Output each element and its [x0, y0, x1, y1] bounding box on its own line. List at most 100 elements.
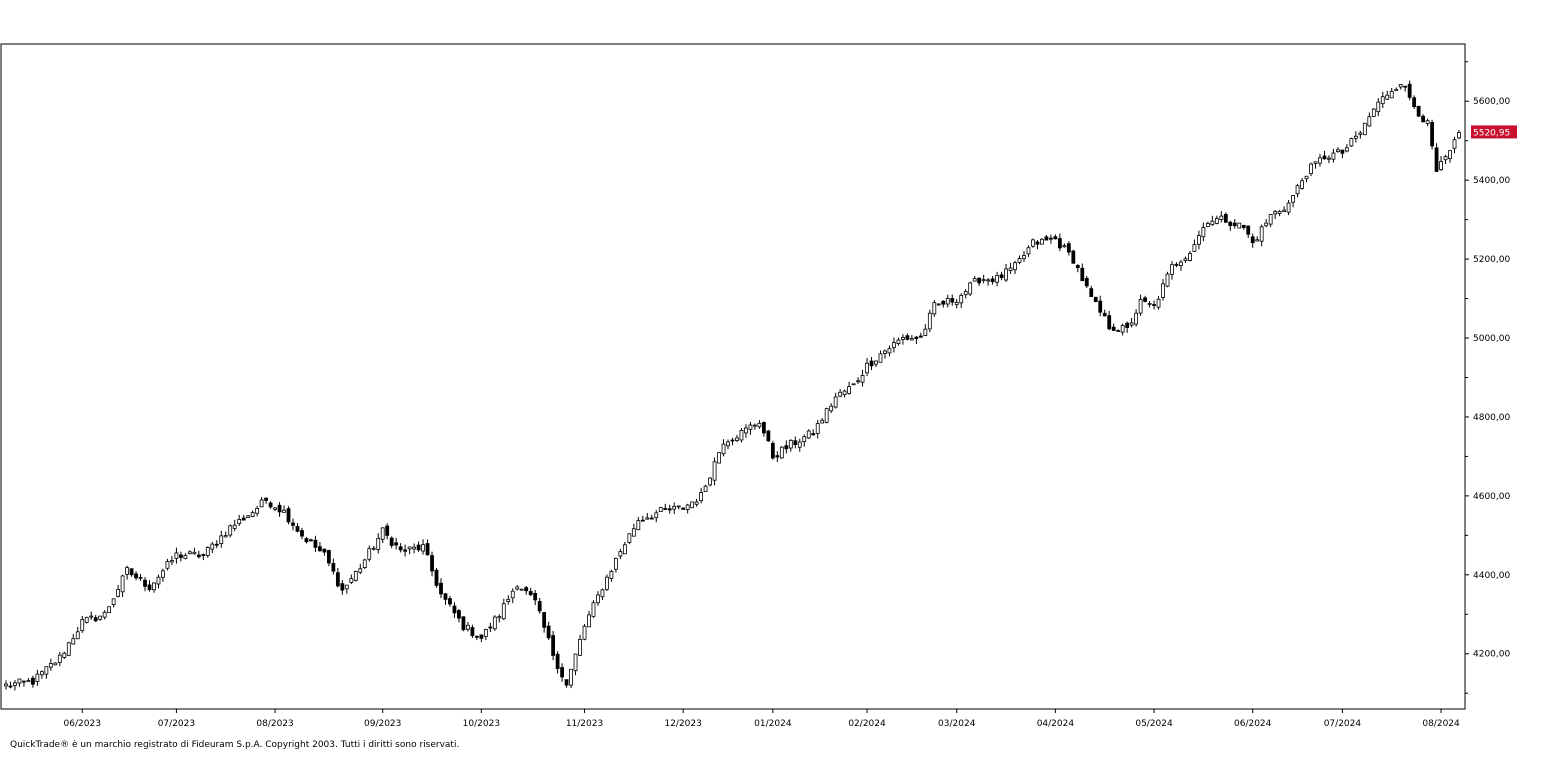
candle-up	[1273, 211, 1278, 215]
candle-up	[833, 396, 838, 408]
candle-down	[1125, 322, 1130, 328]
candle-down	[474, 635, 479, 638]
candle-up	[1300, 180, 1304, 189]
candle-down	[528, 591, 533, 596]
candle-up	[726, 441, 730, 447]
candle-down	[335, 572, 340, 587]
x-tick-label: 04/2024	[1037, 719, 1075, 729]
candle-down	[560, 667, 564, 678]
candle-down	[1416, 105, 1421, 117]
candle-down	[1053, 236, 1058, 240]
candle-up	[981, 279, 986, 281]
candle-up	[1380, 96, 1385, 105]
candle-up	[497, 616, 502, 619]
candle-down	[1057, 238, 1062, 249]
candle-up	[887, 348, 892, 354]
candle-up	[1277, 210, 1282, 214]
candle-up	[694, 501, 699, 505]
candle-down	[488, 626, 493, 629]
candle-up	[842, 390, 847, 396]
candle-up	[483, 628, 488, 637]
candle-down	[1430, 122, 1434, 147]
candle-up	[712, 461, 717, 481]
candle-up	[927, 312, 932, 330]
candle-down	[1080, 267, 1085, 282]
candle-up	[1183, 258, 1188, 261]
candle-down	[770, 443, 775, 459]
candle-up	[932, 302, 937, 315]
candle-up	[1358, 132, 1363, 135]
candle-up	[1336, 149, 1340, 153]
y-tick-label: 4600,00	[1473, 492, 1510, 502]
candle-down	[448, 598, 452, 605]
candle-up	[856, 380, 860, 383]
candle-up	[883, 350, 887, 354]
candle-up	[959, 295, 964, 304]
candle-up	[636, 520, 641, 531]
candle-down	[1403, 85, 1408, 88]
candle-down	[1152, 304, 1156, 306]
candle-down	[93, 617, 98, 622]
candle-up	[1394, 88, 1399, 92]
candle-up	[98, 615, 103, 620]
candle-up	[380, 527, 385, 540]
candle-up	[717, 452, 721, 464]
candle-up	[851, 383, 856, 386]
candle-up	[860, 374, 865, 383]
y-tick-label: 4200,00	[1473, 650, 1510, 660]
candles-group	[4, 80, 1461, 691]
candle-down	[1044, 236, 1049, 241]
candle-down	[681, 507, 686, 510]
candle-down	[147, 584, 152, 591]
candle-up	[421, 544, 425, 552]
candle-down	[1228, 221, 1233, 226]
candle-up	[183, 555, 188, 560]
candle-up	[1264, 222, 1269, 227]
candle-up	[622, 544, 627, 555]
candle-up	[255, 508, 260, 514]
candle-up	[739, 429, 744, 441]
candle-up	[116, 588, 121, 597]
candle-down	[1049, 237, 1053, 240]
candle-up	[596, 594, 600, 604]
candle-up	[17, 678, 22, 684]
candle-down	[533, 592, 538, 601]
candle-down	[551, 635, 556, 656]
candle-up	[223, 535, 228, 538]
candle-up	[170, 560, 174, 563]
candle-down	[434, 569, 439, 586]
candle-up	[84, 616, 89, 623]
candle-up	[878, 353, 883, 363]
candle-up	[349, 578, 354, 583]
candle-up	[407, 546, 412, 550]
candle-up	[605, 576, 609, 590]
candle-up	[1367, 116, 1372, 127]
candle-up	[1188, 253, 1192, 261]
candle-up	[676, 505, 681, 508]
candle-up	[631, 528, 636, 537]
candle-up	[192, 551, 197, 555]
candle-down	[784, 445, 789, 450]
candle-down	[640, 519, 645, 522]
candle-down	[178, 554, 183, 558]
candle-up	[1156, 298, 1161, 308]
x-tick-label: 12/2023	[664, 719, 701, 729]
candle-up	[1371, 108, 1376, 117]
x-tick-label: 01/2024	[754, 719, 792, 729]
candle-up	[968, 282, 973, 295]
candle-up	[1349, 138, 1354, 147]
candle-up	[735, 437, 739, 441]
candle-up	[1205, 223, 1210, 227]
candle-up	[71, 638, 76, 645]
candle-down	[950, 298, 955, 303]
candle-down	[201, 554, 206, 556]
candle-up	[66, 642, 71, 656]
candle-down	[775, 455, 780, 458]
candle-up	[672, 506, 677, 510]
y-tick-label: 5200,00	[1473, 255, 1510, 265]
candle-down	[300, 530, 304, 537]
y-axis: 4200,00 4400,00 4600,00 4800,00 5000,00 5200,…	[1465, 61, 1510, 694]
candle-up	[1353, 135, 1358, 139]
candle-down	[761, 422, 766, 434]
